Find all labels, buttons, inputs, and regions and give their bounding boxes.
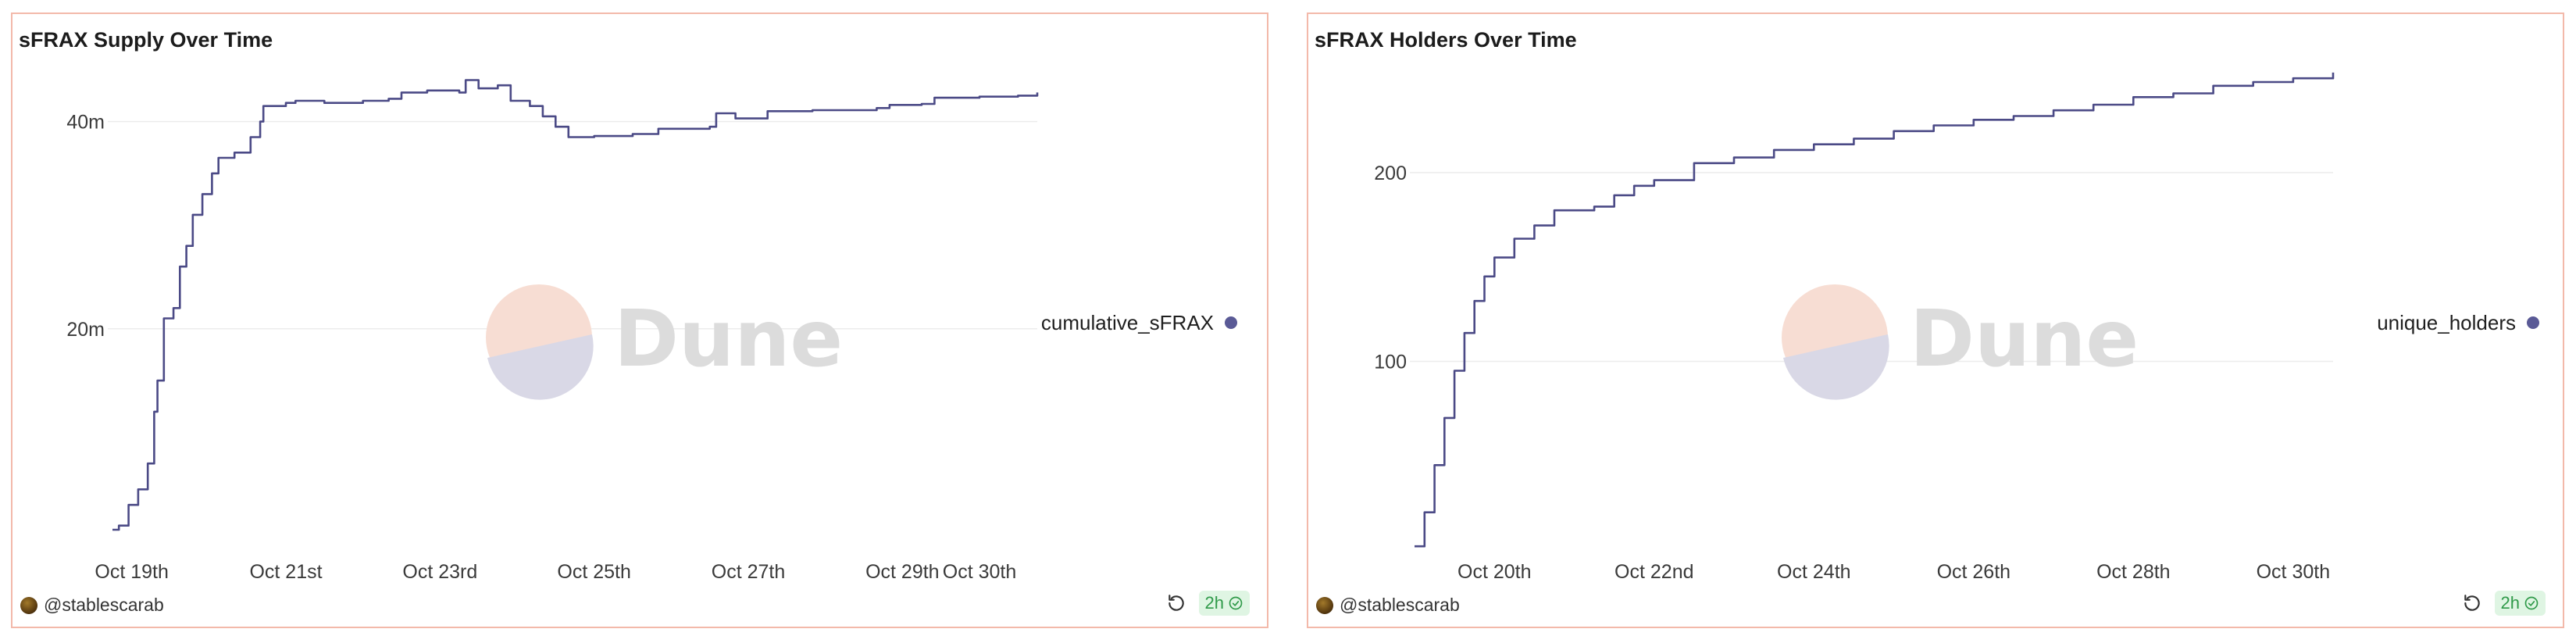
y-tick-label: 20m <box>66 319 105 341</box>
chart-title: sFRAX Holders Over Time <box>1315 28 1577 52</box>
legend-dot <box>1225 316 1237 329</box>
author-label[interactable]: @stablescarab <box>44 595 164 615</box>
x-tick-label: Oct 29th <box>865 561 940 583</box>
x-tick-label: Oct 20th <box>1457 561 1532 583</box>
x-tick-label: Oct 30th <box>943 561 1017 583</box>
refresh-icon[interactable] <box>1166 593 1186 613</box>
chart-title: sFRAX Supply Over Time <box>19 28 273 52</box>
chart-plot-supply: 20m 40m Oct 19th Oct 21st Oct 23rd Oct 25th Oc… <box>66 79 1237 583</box>
legend-item: cumulative_sFRAX <box>1041 311 1237 334</box>
y-tick-label: 200 <box>1374 163 1407 184</box>
x-tick-label: Oct 26th <box>1937 561 2011 583</box>
chart-card-supply: sFRAX Supply Over Time 20m 40m Oct 19th Oct… <box>11 13 1268 628</box>
legend-item: unique_holders <box>2377 311 2539 334</box>
legend-label: unique_holders <box>2377 311 2516 334</box>
y-tick-label: 100 <box>1374 351 1407 373</box>
x-tick-label: Oct 30th <box>2257 561 2331 583</box>
legend-label: cumulative_sFRAX <box>1041 311 1214 334</box>
freshness-age: 2h <box>2500 593 2520 613</box>
dune-logo-shade <box>1783 334 1889 400</box>
legend-dot <box>2527 316 2539 329</box>
dune-watermark: Dune <box>486 284 843 400</box>
freshness-age: 2h <box>1204 593 1224 613</box>
watermark-text: Dune <box>614 293 843 384</box>
watermark-text: Dune <box>1910 293 2139 384</box>
check-circle-icon <box>2524 596 2539 610</box>
author-label[interactable]: @stablescarab <box>1340 595 1460 615</box>
series-line <box>112 79 1039 531</box>
x-tick-label: Oct 24th <box>1777 561 1851 583</box>
x-tick-label: Oct 19th <box>95 561 169 583</box>
avatar-icon <box>1316 596 1333 614</box>
x-tick-label: Oct 27th <box>712 561 786 583</box>
freshness-badge: 2h <box>2494 591 2546 616</box>
series-line <box>1415 72 2335 548</box>
x-tick-label: Oct 28th <box>2096 561 2171 583</box>
refresh-icon[interactable] <box>2462 593 2482 613</box>
freshness-badge: 2h <box>1198 591 1250 616</box>
x-tick-label: Oct 23rd <box>402 561 477 583</box>
chart-card-holders: sFRAX Holders Over Time 100 200 Oct 20th Oc… <box>1307 13 2564 628</box>
y-tick-label: 40m <box>66 112 105 134</box>
chart-controls: 2h <box>2462 591 2546 616</box>
chart-plot-holders: 100 200 Oct 20th Oct 22nd Oct 24th Oct 26th Oc… <box>1374 72 2539 583</box>
check-circle-icon <box>1229 596 1243 610</box>
dune-watermark: Dune <box>1782 284 2139 400</box>
avatar-icon <box>20 596 37 614</box>
chart-controls: 2h <box>1166 591 1250 616</box>
chart-footer: @stablescarab <box>1316 595 1460 616</box>
dune-logo-shade <box>487 334 594 400</box>
x-tick-label: Oct 22nd <box>1614 561 1693 583</box>
chart-footer: @stablescarab <box>20 595 164 616</box>
x-tick-label: Oct 25th <box>557 561 631 583</box>
x-tick-label: Oct 21st <box>249 561 322 583</box>
